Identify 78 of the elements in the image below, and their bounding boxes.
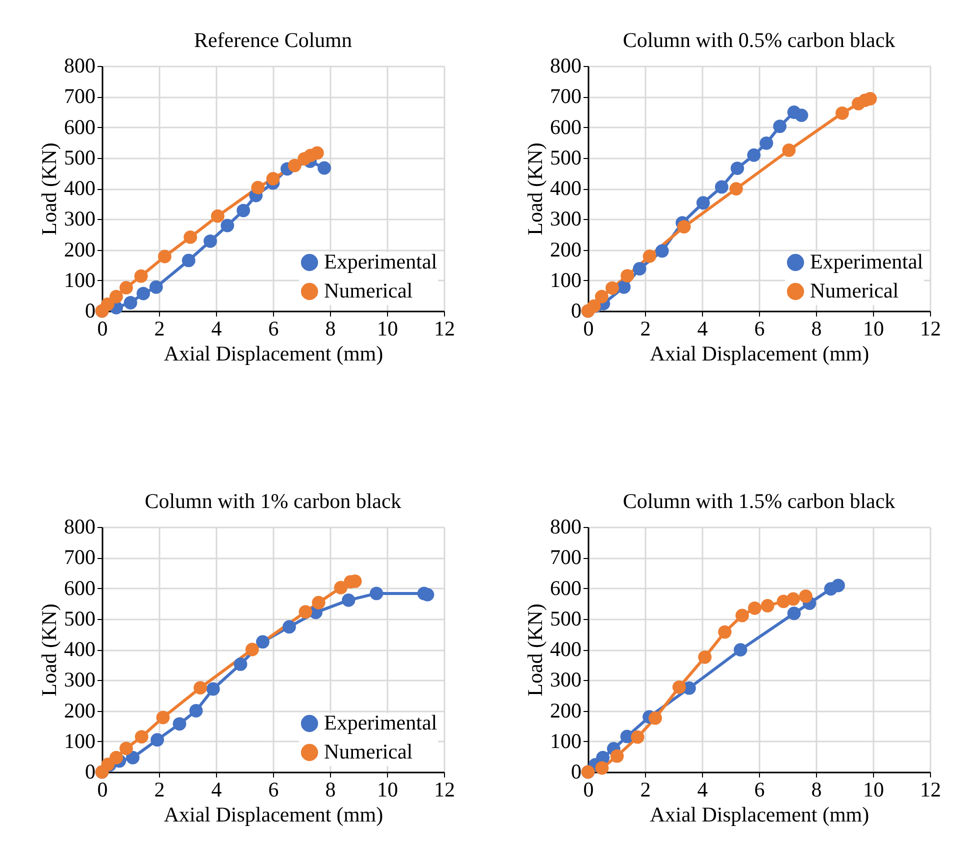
y-tick-label: 200 (550, 237, 582, 262)
x-tick-label: 8 (811, 316, 822, 340)
y-tick-label: 400 (64, 176, 96, 200)
x-tick-label: 4 (697, 778, 708, 802)
chart-title: Column with 1% carbon black (144, 489, 402, 513)
x-axis-title: Axial Displacement (mm) (650, 802, 870, 826)
x-tick-label: 6 (268, 778, 279, 802)
x-tick-label: 4 (211, 316, 222, 340)
y-tick-label: 800 (64, 514, 96, 538)
y-tick-label: 0 (571, 760, 582, 784)
y-tick-label: 800 (64, 54, 96, 78)
y-axis-title: Load (KN) (523, 142, 547, 236)
x-tick-label: 2 (640, 316, 651, 340)
y-tick-label: 100 (550, 268, 582, 292)
x-tick-label: 2 (154, 778, 165, 802)
legend-label: Experimental (324, 250, 438, 274)
y-tick-label: 100 (64, 728, 96, 753)
x-tick-label: 2 (640, 778, 651, 802)
x-tick-label: 10 (863, 316, 884, 340)
legend-label: Experimental (810, 250, 924, 274)
y-tick-label: 500 (550, 145, 582, 170)
x-axis-title: Axial Displacement (mm) (164, 802, 384, 826)
legend-label: Experimental (324, 710, 438, 734)
chart-title: Column with 0.5% carbon black (622, 28, 896, 52)
x-axis-title: Axial Displacement (mm) (650, 342, 870, 366)
y-axis-title: Load (KN) (37, 604, 61, 696)
y-tick-label: 600 (550, 576, 582, 600)
legend-label: Numerical (810, 278, 899, 302)
y-tick-label: 300 (64, 206, 96, 231)
x-tick-label: 8 (325, 316, 336, 340)
x-tick-label: 2 (154, 316, 165, 340)
y-tick-label: 100 (550, 728, 582, 753)
y-tick-label: 300 (64, 668, 96, 692)
y-tick-label: 800 (550, 54, 582, 78)
y-tick-label: 700 (64, 545, 96, 570)
x-axis-title: Axial Displacement (mm) (164, 342, 384, 366)
chart-title: Reference Column (194, 28, 353, 52)
y-tick-label: 400 (550, 176, 582, 200)
x-tick-label: 12 (434, 778, 455, 802)
x-tick-label: 8 (325, 778, 336, 802)
y-tick-label: 700 (550, 84, 582, 108)
y-tick-label: 600 (64, 576, 96, 600)
chart-title: Column with 1.5% carbon black (622, 489, 896, 513)
x-tick-label: 12 (920, 778, 941, 802)
y-tick-label: 200 (64, 698, 96, 722)
y-tick-label: 200 (64, 237, 96, 262)
y-tick-label: 600 (550, 114, 582, 139)
y-tick-label: 0 (571, 298, 582, 322)
x-tick-label: 4 (697, 316, 708, 340)
y-tick-label: 400 (64, 637, 96, 661)
x-tick-label: 6 (754, 778, 765, 802)
legend-label: Numerical (324, 278, 413, 302)
y-tick-label: 200 (550, 698, 582, 722)
legend-label: Numerical (324, 740, 413, 764)
y-tick-label: 300 (550, 668, 582, 692)
y-axis-title: Load (KN) (37, 142, 61, 236)
x-tick-label: 4 (211, 778, 222, 802)
x-tick-label: 10 (377, 316, 398, 340)
x-tick-label: 10 (863, 778, 884, 802)
x-tick-label: 12 (434, 316, 455, 340)
y-tick-label: 800 (550, 514, 582, 538)
y-axis-title: Load (KN) (523, 604, 547, 696)
y-tick-label: 500 (64, 606, 96, 630)
y-tick-label: 500 (64, 145, 96, 170)
y-tick-label: 100 (64, 268, 96, 292)
x-tick-label: 10 (377, 778, 398, 802)
y-tick-label: 700 (550, 545, 582, 570)
x-tick-label: 6 (268, 316, 279, 340)
y-tick-label: 0 (85, 760, 96, 784)
x-tick-label: 8 (811, 778, 822, 802)
y-tick-label: 500 (550, 606, 582, 630)
y-tick-label: 700 (64, 84, 96, 108)
x-tick-label: 12 (920, 316, 941, 340)
y-tick-label: 400 (550, 637, 582, 661)
y-tick-label: 600 (64, 114, 96, 139)
x-tick-label: 6 (754, 316, 765, 340)
y-tick-label: 300 (550, 206, 582, 231)
y-tick-label: 0 (85, 298, 96, 322)
